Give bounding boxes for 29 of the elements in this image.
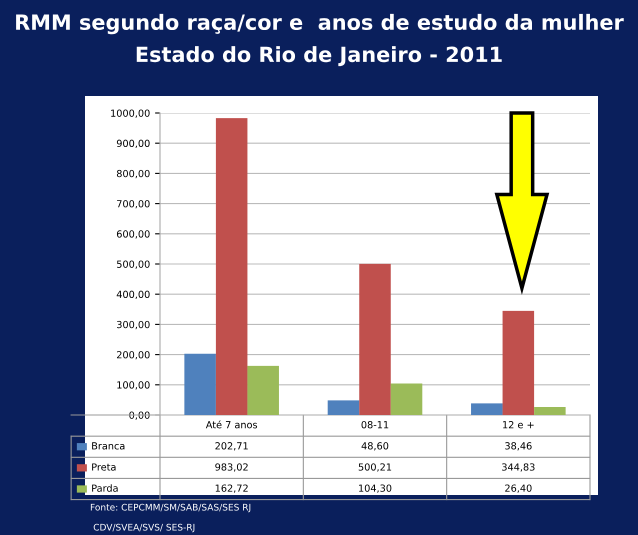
y-tick-label: 400,00 xyxy=(116,290,150,300)
legend-label: Preta xyxy=(92,463,116,471)
data-label: 162,72 xyxy=(216,484,248,493)
data-label: 26,40 xyxy=(505,484,532,493)
x-tick-label: 12 e + xyxy=(503,421,534,428)
data-label: 48,60 xyxy=(362,442,388,451)
legend-label: Branca xyxy=(92,442,124,450)
y-tick-label: 200,00 xyxy=(116,351,150,360)
y-tick-label: 500,00 xyxy=(117,260,150,269)
y-tick-label: 300,00 xyxy=(117,320,150,330)
y-tick-label: 600,00 xyxy=(116,230,150,239)
data-label: 983,02 xyxy=(215,463,248,472)
text: CDV/SVEA/SVS/ SES-RJ xyxy=(94,524,194,532)
legend-label: Parda xyxy=(92,484,118,492)
y-tick-label: 800,00 xyxy=(116,170,150,178)
y-tick-label: 700,00 xyxy=(117,200,150,208)
data-label: 344,83 xyxy=(502,463,535,472)
source-note: Fonte: CEPCMM/SM/SAB/SAS/SES RJ xyxy=(90,504,250,512)
x-tick-label: 08-11 xyxy=(362,421,388,428)
data-label: 202,71 xyxy=(215,442,248,451)
data-label: 500,21 xyxy=(358,463,392,472)
data-label: 38,46 xyxy=(505,442,532,451)
y-tick-label: 100,00 xyxy=(117,381,150,390)
y-tick-label: 900,00 xyxy=(116,140,150,148)
x-tick-label: Até 7 anos xyxy=(206,420,258,428)
data-label: 104,30 xyxy=(359,484,392,493)
y-tick-label: 1000,00 xyxy=(111,109,150,118)
chart-subtitle: Estado do Rio de Janeiro - 2011 xyxy=(136,46,502,66)
chart-title: RMM segundo raça/cor e anos de estudo da mulher xyxy=(16,14,624,34)
